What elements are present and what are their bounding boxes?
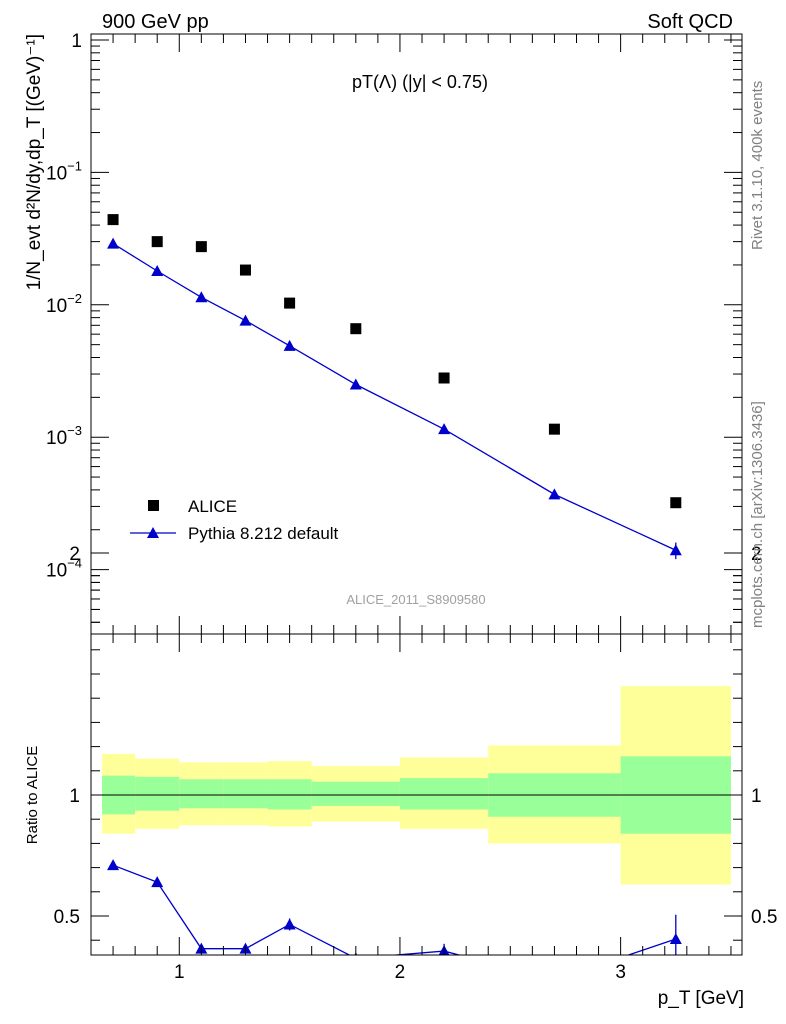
ratio-point [151,876,164,888]
alice-point [350,323,362,335]
main-y-tick-label: 1 [71,31,82,52]
main-frame [90,33,743,635]
main-y-axis-label: 1/N_evt d²N/dy,dp_T [(GeV)⁻¹] [24,34,45,290]
legend-marker-alice [148,500,159,511]
pythia-point [548,488,561,500]
main-ticks: 1 10−1 10−2 10−3 10−4 [46,31,742,634]
ratio-bands [102,686,731,885]
side-label-upper: Rivet 3.1.10, 400k events [749,81,766,250]
alice-point [438,372,450,384]
ratio-inner-band [223,779,268,809]
main-y-tick-label: 10−2 [46,291,82,317]
ratio-y-tick-label-left: 2 [69,544,80,565]
pythia-point [151,265,164,277]
legend-label-alice: ALICE [188,497,237,516]
header-right: Soft QCD [647,11,733,33]
ratio-point [107,859,120,871]
ratio-panel: 0.5 0.5 1 1 2 2 1 2 3 [54,544,778,985]
ratio-y-tick-label-left: 0.5 [54,907,80,928]
analysis-tag: ALICE_2011_S8909580 [346,592,485,607]
alice-point [548,423,560,435]
header-left: 900 GeV pp [102,11,209,33]
alice-point [239,264,251,276]
main-y-tick-label: 10−4 [46,556,82,582]
alice-point [284,297,296,309]
ratio-inner-band [179,779,224,809]
x-tick-label: 3 [615,962,626,983]
main-y-tick-label: 10−1 [46,158,82,184]
legend: ALICE Pythia 8.212 default [130,497,339,543]
x-tick-label: 1 [174,962,185,983]
alice-point [107,214,119,226]
alice-point [670,497,682,509]
ratio-point [548,974,560,985]
ratio-y-tick-label-right: 1 [751,786,762,807]
ratio-y-tick-label-right: 0.5 [751,907,777,928]
ratio-inner-band [311,781,400,806]
ratio-y-tick-label-left: 1 [69,786,80,807]
ratio-inner-band [267,779,312,810]
ratio-ticks: 0.5 0.5 1 1 2 2 1 2 3 [54,544,778,983]
alice-point [195,241,207,253]
ratio-y-tick-label-right: 2 [751,544,762,565]
x-tick-label: 2 [395,962,406,983]
main-panel: 1 10−1 10−2 10−3 10−4 pT(Λ) (|y| < 0.75) ALI… [46,31,743,635]
main-y-tick-label: 10−3 [46,423,82,449]
ratio-y-axis-label: Ratio to ALICE [24,746,41,844]
ratio-inner-band [399,778,489,810]
ratio-point [669,932,682,944]
alice-point [151,236,163,248]
ratio-point [283,918,296,930]
pythia-point [107,237,120,249]
pythia-point [195,291,208,303]
pythia-point [349,378,362,390]
x-axis-label: p_T [GeV] [658,988,744,1009]
legend-label-pythia: Pythia 8.212 default [188,524,339,543]
pythia-point [239,314,252,326]
pythia-point [438,423,451,435]
pythia-point [669,544,682,556]
legend-marker-pythia [147,527,159,538]
main-data [107,214,682,560]
main-title: pT(Λ) (|y| < 0.75) [352,72,488,92]
ratio-inner-band [135,776,180,811]
pythia-point [283,339,296,351]
side-label-lower: mcplots.cern.ch [arXiv:1306.3436] [749,401,766,628]
